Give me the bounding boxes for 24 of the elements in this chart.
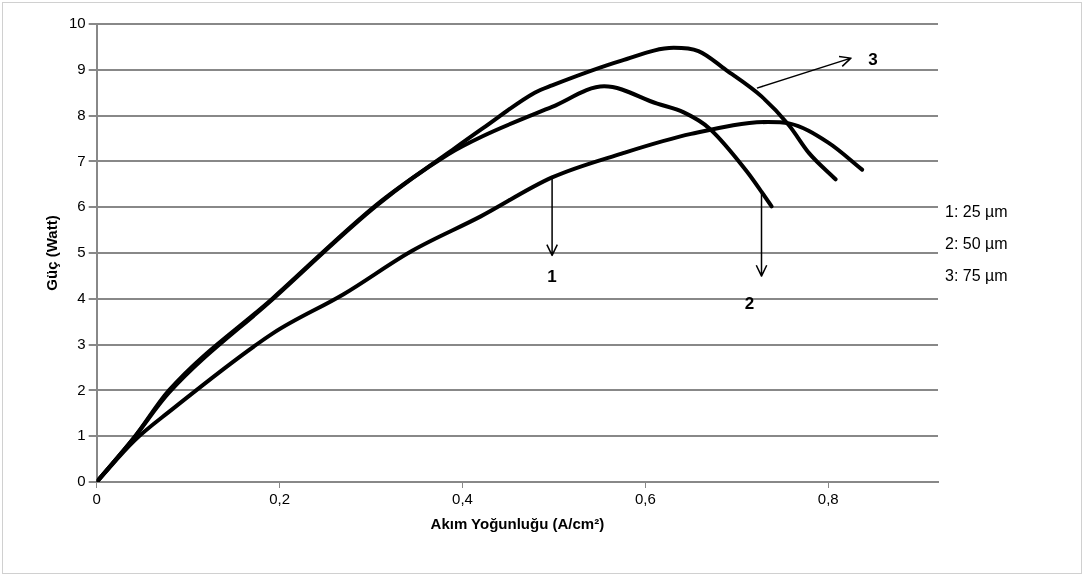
- text: 1: 25 µm: [945, 202, 1008, 222]
- y-tick-label: 0: [77, 472, 86, 490]
- annotation: 1: [547, 267, 557, 287]
- x-tick-label: 0,6: [634, 490, 656, 508]
- y-tick-label: 1: [77, 426, 86, 444]
- y-axis-title: Güç (Watt): [43, 215, 61, 291]
- y-tick-label: 8: [77, 105, 86, 123]
- text: 2: 50 µm: [945, 234, 1008, 254]
- y-tick-label: 3: [77, 334, 86, 352]
- y-tick-label: 5: [77, 243, 86, 261]
- y-tick-label: 6: [77, 197, 86, 215]
- y-tick-label: 10: [69, 14, 86, 32]
- x-tick-label: 0: [92, 490, 101, 508]
- annotation: 3: [868, 49, 878, 69]
- x-tick-label: 0,2: [269, 490, 291, 508]
- x-tick-label: 0,8: [817, 490, 839, 508]
- y-tick-label: 7: [77, 151, 86, 169]
- x-axis-title: Akım Yoğunluğu (A/cm²): [430, 515, 605, 533]
- text: 3: 75 µm: [945, 266, 1008, 286]
- y-tick-label: 2: [77, 380, 86, 398]
- y-tick-label: 9: [77, 59, 86, 77]
- annotation: 2: [744, 293, 755, 313]
- y-tick-label: 4: [77, 288, 86, 306]
- x-tick-label: 0,4: [452, 490, 473, 508]
